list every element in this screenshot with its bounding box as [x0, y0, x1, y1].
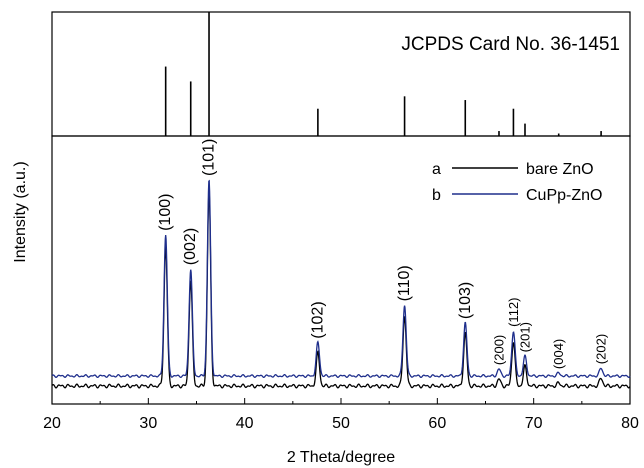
peak-label: (201) [518, 322, 533, 352]
reference-panel-frame [51, 11, 631, 137]
x-tick-label: 40 [236, 415, 254, 432]
peak-label: (002) [182, 228, 199, 265]
legend: a bare ZnO b CuPp-ZnO [432, 161, 602, 204]
peak-label: (200) [492, 335, 507, 365]
series-line-bare-zno [51, 190, 631, 389]
x-tick-label: 70 [525, 415, 543, 432]
legend-label-bare-zno: bare ZnO [526, 161, 594, 178]
y-axis-label: Intensity (a.u.) [12, 161, 29, 262]
peak-label: (112) [506, 298, 521, 327]
legend-label-cupp-zno: CuPp-ZnO [526, 187, 602, 204]
x-axis: 20 30 40 50 60 70 80 [43, 398, 639, 432]
peak-label: (101) [201, 139, 218, 176]
legend-tag-b: b [432, 187, 441, 204]
series-line-cupp-zno [51, 179, 631, 379]
x-tick-label: 30 [139, 415, 157, 432]
reference-card-label: JCPDS Card No. 36-1451 [401, 34, 620, 55]
peak-label: (110) [396, 265, 413, 301]
x-axis-label: 2 Theta/degree [287, 449, 395, 466]
peak-label: (004) [551, 339, 566, 369]
peak-label: (103) [457, 282, 474, 319]
legend-tag-a: a [432, 161, 441, 178]
x-tick-label: 50 [332, 415, 350, 432]
x-tick-label: 60 [428, 415, 446, 432]
x-tick-label: 20 [43, 415, 61, 432]
x-tick-label: 80 [621, 415, 639, 432]
peak-labels: (100) (002) (101) (102) (110) (103) (200) (112)… [157, 139, 608, 369]
peak-label: (202) [594, 334, 609, 364]
pattern-traces [51, 179, 631, 389]
peak-label: (102) [309, 301, 326, 338]
peak-label: (100) [157, 194, 174, 231]
reference-lines [164, 12, 602, 136]
